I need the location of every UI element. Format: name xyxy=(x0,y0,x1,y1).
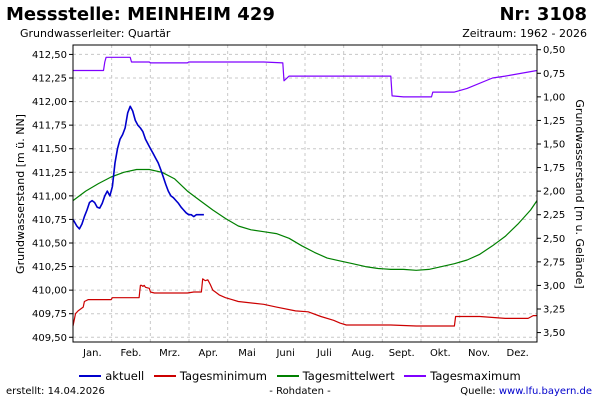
y-tick-label-right: 2,75 xyxy=(543,257,565,268)
legend-swatch-mittel xyxy=(276,375,299,377)
raw-data-note: - Rohdaten - xyxy=(269,386,331,397)
source-link[interactable]: www.lfu.bayern.de xyxy=(498,386,592,397)
x-tick-label: Okt. xyxy=(430,348,451,359)
source-label: Quelle: xyxy=(460,386,496,397)
legend-label-mittel: Tagesmittelwert xyxy=(302,369,395,383)
x-tick-label: Juni xyxy=(275,348,294,359)
x-tick-label: Aug. xyxy=(352,348,375,359)
legend-item-maximum: Tagesmaximum xyxy=(404,369,521,383)
x-tick-label: Jan. xyxy=(82,348,102,359)
y-tick-label-right: 1,25 xyxy=(543,116,565,127)
y-tick-label-right: 2,50 xyxy=(543,234,565,245)
y-tick-label-right: 3,00 xyxy=(543,281,565,292)
y-tick-label-left: 410,00 xyxy=(32,286,67,297)
x-tick-label: Mai xyxy=(238,348,256,359)
y-tick-label-left: 412,50 xyxy=(32,50,67,61)
x-tick-label: Mrz. xyxy=(159,348,180,359)
station-number: Nr: 3108 xyxy=(499,4,587,25)
y-tick-label-left: 409,75 xyxy=(32,309,67,320)
legend-swatch-minimum xyxy=(153,375,176,377)
grid xyxy=(73,45,537,342)
y-tick-label-left: 412,25 xyxy=(32,74,67,85)
y-tick-label-right: 2,25 xyxy=(543,210,565,221)
period-label: Zeitraum: 1962 - 2026 xyxy=(462,27,587,40)
x-tick-label: Apr. xyxy=(199,348,219,359)
y-tick-label-left: 410,25 xyxy=(32,262,67,273)
station-title: Messstelle: MEINHEIM 429 xyxy=(6,4,275,25)
series-line-maximum xyxy=(73,56,538,98)
x-tick-label: Sept. xyxy=(389,348,415,359)
series-line-aktuell xyxy=(72,105,204,230)
legend-item-aktuell: aktuell xyxy=(79,369,144,383)
y-tick-label-right: 2,00 xyxy=(543,187,565,198)
legend-item-mittel: Tagesmittelwert xyxy=(276,369,395,383)
y-tick-label-left: 411,75 xyxy=(32,121,67,132)
series-line-mittel xyxy=(72,168,538,271)
legend-item-minimum: Tagesminimum xyxy=(153,369,267,383)
y-tick-label-left: 410,75 xyxy=(32,215,67,226)
y-tick-label-right: 0,75 xyxy=(543,69,565,80)
x-tick-label: Dez. xyxy=(507,348,529,359)
y-axis-title-right: Grundwasserstand [m u. Gelände] xyxy=(573,99,586,288)
tick-labels: 409,50 409,75 410,00 410,25 410,50 410,75 411,… xyxy=(32,45,565,359)
aquifer-label: Grundwasserleiter: Quartär xyxy=(20,27,171,40)
created-date: erstellt: 14.04.2026 xyxy=(6,386,105,397)
source-credit: Quelle: www.lfu.bayern.de xyxy=(460,386,592,397)
legend-label-aktuell: aktuell xyxy=(105,369,145,383)
series-line-minimum xyxy=(72,278,537,327)
y-tick-label-right: 3,50 xyxy=(543,328,565,339)
legend-label-minimum: Tagesminimum xyxy=(179,369,267,383)
x-tick-label: Feb. xyxy=(121,348,142,359)
y-tick-label-left: 411,25 xyxy=(32,168,67,179)
y-tick-label-right: 3,25 xyxy=(543,305,565,316)
series-group xyxy=(72,56,538,327)
plot-frame xyxy=(72,44,538,343)
x-tick-label: Nov. xyxy=(468,348,490,359)
y-tick-label-right: 1,75 xyxy=(543,163,565,174)
x-tick-label: Juli xyxy=(316,348,332,359)
legend: aktuell Tagesminimum Tagesmittelwert Tag… xyxy=(0,366,600,383)
y-tick-label-right: 1,00 xyxy=(543,92,565,103)
y-tick-label-right: 0,50 xyxy=(543,45,565,56)
legend-swatch-maximum xyxy=(404,375,427,377)
legend-swatch-aktuell xyxy=(79,375,102,377)
y-tick-label-left: 409,50 xyxy=(32,333,67,344)
y-tick-label-left: 410,50 xyxy=(32,239,67,250)
y-tick-label-right: 1,50 xyxy=(543,140,565,151)
y-axis-title-left: Grundwasserstand [m ü. NN] xyxy=(14,114,27,274)
y-tick-label-left: 411,50 xyxy=(32,144,67,155)
legend-label-maximum: Tagesmaximum xyxy=(430,369,521,383)
y-tick-label-left: 411,00 xyxy=(32,191,67,202)
y-tick-label-left: 412,00 xyxy=(32,97,67,108)
